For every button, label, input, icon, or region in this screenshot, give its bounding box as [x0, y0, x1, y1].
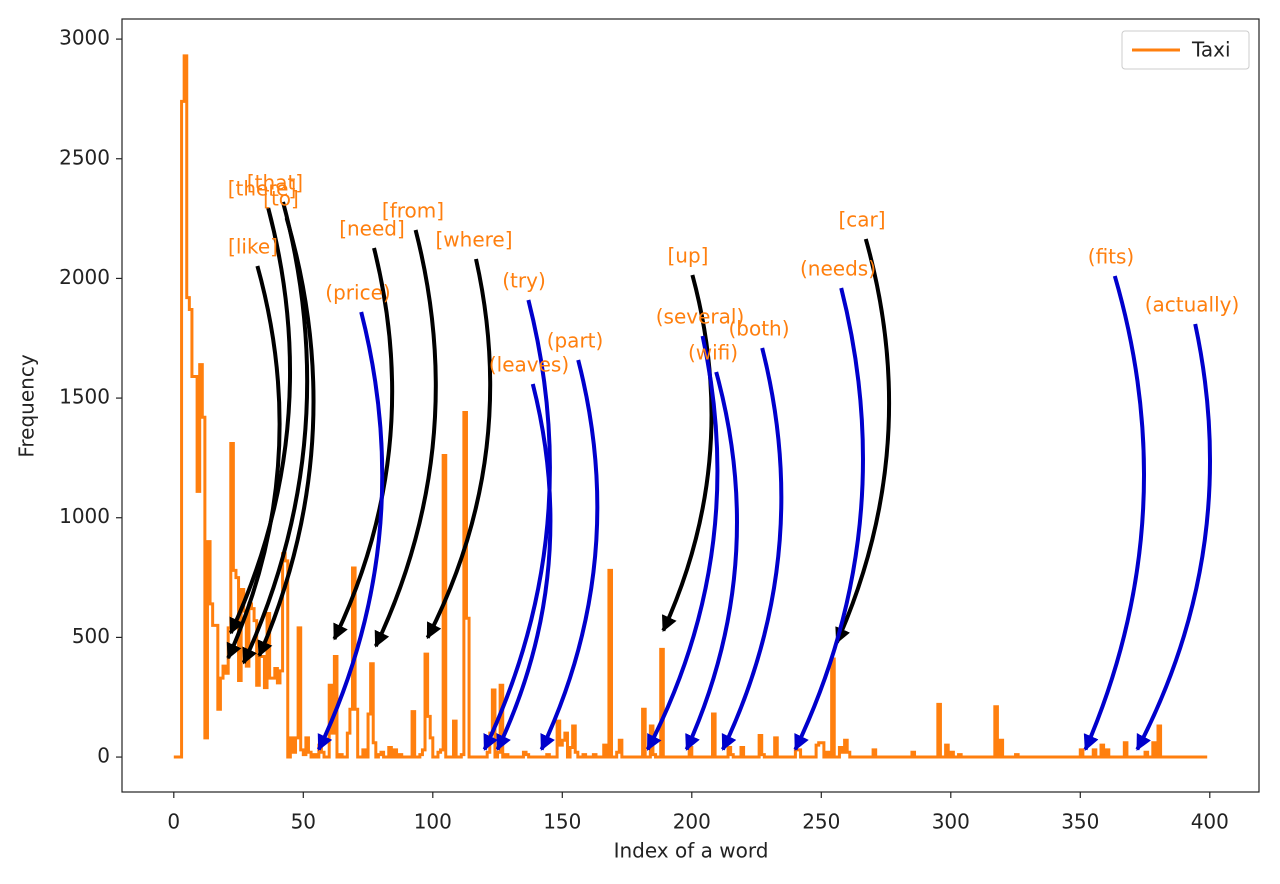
annotation-arrow	[495, 383, 553, 751]
annotation-label: (several)	[656, 305, 745, 329]
annotation-label: (both)	[728, 317, 789, 341]
x-tick-label: 100	[414, 810, 452, 834]
y-tick-label: 2000	[59, 265, 110, 289]
annotation-label: (try)	[502, 269, 546, 293]
y-axis-label: Frequency	[15, 354, 39, 457]
annotation-arrow	[721, 347, 784, 751]
y-tick-label: 3000	[59, 26, 110, 50]
x-tick-label: 300	[932, 810, 970, 834]
annotation-label: [up]	[668, 244, 709, 268]
annotation-arrow	[539, 359, 600, 751]
x-tick-label: 350	[1061, 810, 1099, 834]
annotation-label: [car]	[838, 208, 885, 232]
annotation-arrow	[425, 258, 493, 640]
annotation-label: [from]	[382, 199, 444, 223]
data-line	[173, 54, 1208, 759]
annotation-label: (needs)	[800, 257, 876, 281]
annotation-label: [there]	[228, 177, 297, 201]
legend-box	[1121, 30, 1250, 70]
y-tick-label: 500	[72, 624, 110, 648]
annotation-arrow	[228, 207, 292, 635]
y-tick-label: 1500	[59, 385, 110, 409]
annotation-label: (fits)	[1088, 245, 1134, 269]
legend-label: Taxi	[1191, 38, 1231, 62]
annotation-arrow	[1135, 323, 1212, 751]
annotation-label: (leaves)	[489, 353, 569, 377]
annotation-arrow	[645, 335, 720, 751]
annotation-arrow	[317, 311, 385, 751]
x-tick-label: 400	[1191, 810, 1229, 834]
annotation-arrow	[332, 247, 395, 641]
x-tick-label: 200	[673, 810, 711, 834]
annotation-arrow	[684, 371, 739, 751]
annotation-label: (price)	[325, 281, 390, 305]
x-tick-label: 0	[167, 810, 180, 834]
annotation-label: (actually)	[1145, 293, 1240, 317]
annotation-arrow	[793, 287, 865, 751]
y-tick-label: 1000	[59, 504, 110, 528]
annotation-label: (wifi)	[688, 341, 738, 365]
annotation-label: (part)	[547, 329, 604, 353]
annotation-arrow	[661, 274, 714, 633]
annotation-label: [to]	[263, 187, 299, 211]
x-tick-label: 150	[543, 810, 581, 834]
annotation-arrow	[1083, 275, 1146, 751]
plot-frame	[121, 18, 1260, 793]
annotation-label: [need]	[339, 217, 405, 241]
y-tick-label: 0	[97, 744, 110, 768]
annotation-arrow	[482, 299, 552, 751]
x-axis-label: Index of a word	[614, 839, 769, 863]
annotation-arrow	[257, 217, 316, 658]
y-tick-label: 2500	[59, 145, 110, 169]
annotation-arrow	[374, 229, 438, 648]
annotation-label: [that]	[247, 171, 303, 195]
annotation-arrow	[226, 265, 282, 660]
annotation-label: [like]	[228, 235, 278, 259]
x-tick-label: 50	[291, 810, 316, 834]
annotation-arrow	[835, 238, 892, 645]
x-tick-label: 250	[802, 810, 840, 834]
annotation-label: [where]	[435, 228, 512, 252]
